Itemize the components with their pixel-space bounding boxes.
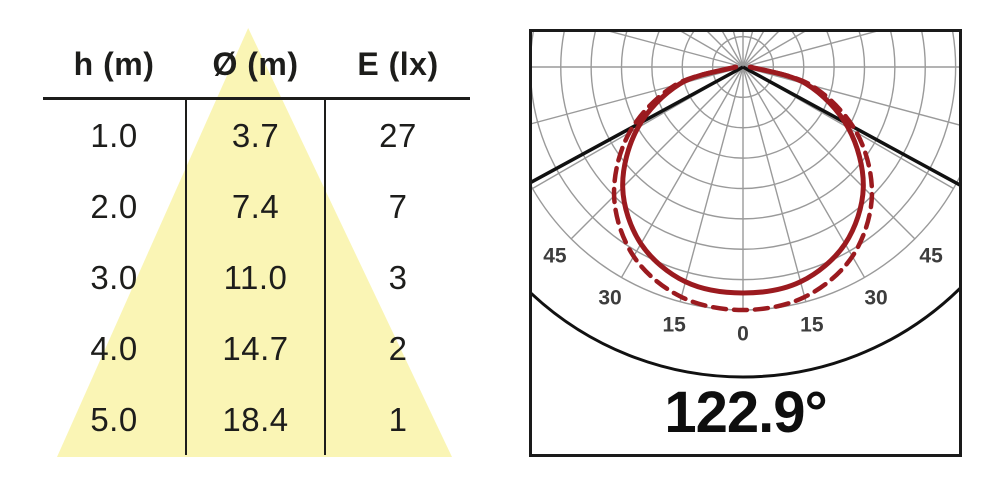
angle-tick-label: 15 — [662, 313, 686, 336]
table-cell: 7.4 — [185, 171, 326, 242]
table-cell: 4.0 — [90, 330, 138, 367]
intensity-curve-c90-c270 — [611, 64, 875, 313]
polar-distribution-chart: 45 30 15 0 15 30 45 — [532, 32, 959, 379]
table-cell: 3.0 — [90, 259, 138, 296]
angle-tick-label: 0 — [737, 322, 749, 345]
table-cell: 27 — [379, 117, 417, 154]
table-cell: 2 — [388, 330, 408, 367]
table-cell: 3 — [388, 259, 408, 296]
table-cell: 5.0 — [90, 401, 138, 438]
table-cell: 1 — [388, 401, 408, 438]
angle-tick-label: 30 — [598, 287, 621, 310]
table-cell: 11.0 — [185, 242, 326, 313]
table-cell: 14.7 — [185, 313, 326, 384]
angle-tick-label: 15 — [800, 313, 824, 336]
table-cell: 7 — [388, 188, 408, 225]
spacing-table: h (m) Ø (m) E (lx) 1.0 3.7 27 2.0 7.4 7 … — [43, 30, 470, 456]
intensity-curve-c0-c180 — [620, 64, 866, 296]
angle-tick-label: 45 — [543, 244, 567, 267]
column-header-illuminance: E (lx) — [326, 30, 470, 100]
table-cell: 18.4 — [185, 384, 326, 455]
angle-tick-label: 30 — [864, 287, 887, 310]
angle-tick-label: 45 — [919, 244, 943, 267]
column-header-diameter: Ø (m) — [185, 30, 326, 100]
beam-angle-value: 122.9° — [664, 380, 827, 445]
table-cell: 1.0 — [90, 117, 138, 154]
polar-diagram-panel: 45 30 15 0 15 30 45 122.9° — [529, 29, 962, 457]
table-cell: 3.7 — [185, 100, 326, 171]
table-cell: 2.0 — [90, 188, 138, 225]
column-header-height: h (m) — [43, 30, 185, 100]
